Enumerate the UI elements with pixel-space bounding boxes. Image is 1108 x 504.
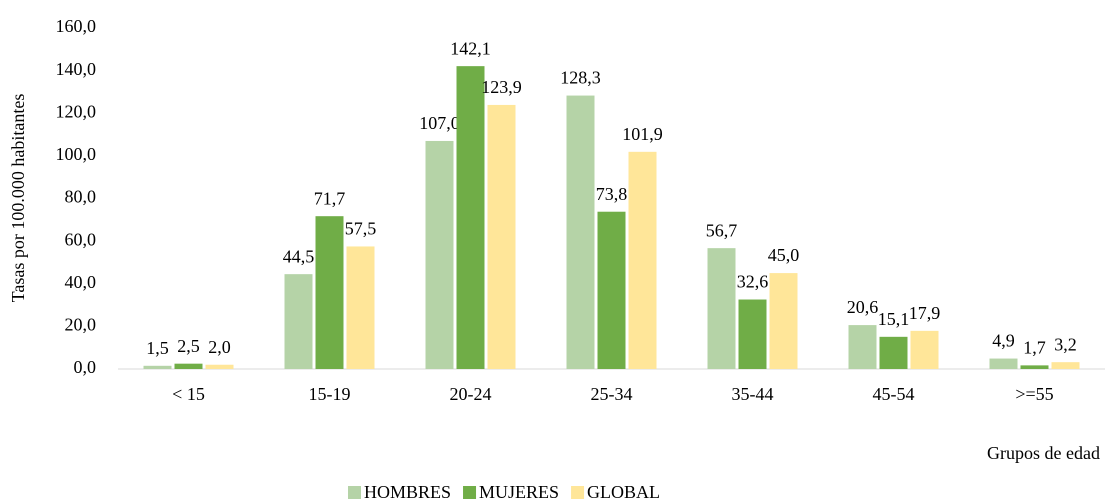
data-label: 4,9 (992, 331, 1015, 351)
bar (346, 246, 375, 369)
bar (707, 248, 736, 369)
x-tick-label: 20-24 (450, 384, 492, 404)
bar (879, 336, 908, 369)
bar (315, 216, 344, 369)
bar (1020, 365, 1049, 369)
y-axis-title: Tasas por 100.000 habitantes (8, 94, 28, 303)
data-label: 57,5 (345, 219, 377, 239)
y-tick-label: 20,0 (65, 315, 97, 335)
y-tick-label: 80,0 (65, 187, 97, 207)
bar (848, 325, 877, 369)
legend-label: GLOBAL (587, 482, 660, 502)
data-label: 20,6 (847, 297, 879, 317)
bar (487, 104, 516, 370)
bar (1051, 362, 1080, 369)
bar (456, 66, 485, 369)
data-label: 2,5 (177, 336, 200, 356)
y-tick-label: 60,0 (65, 229, 97, 249)
y-tick-label: 40,0 (65, 272, 97, 292)
bar (989, 358, 1018, 369)
data-label: 128,3 (560, 68, 601, 88)
data-label: 32,6 (737, 272, 769, 292)
legend-swatch (348, 486, 361, 499)
bar (143, 365, 172, 369)
data-label: 73,8 (596, 184, 628, 204)
data-label: 15,1 (878, 309, 910, 329)
y-tick-label: 0,0 (74, 357, 97, 377)
x-tick-label: < 15 (172, 384, 205, 404)
legend-label: HOMBRES (364, 482, 451, 502)
data-label: 71,7 (314, 188, 346, 208)
bar (174, 363, 203, 369)
bar (738, 299, 767, 369)
x-tick-label: 25-34 (591, 384, 633, 404)
data-label: 142,1 (450, 38, 491, 58)
bar (597, 211, 626, 369)
bar (769, 273, 798, 369)
y-tick-label: 160,0 (56, 16, 97, 36)
x-tick-label: 35-44 (732, 384, 774, 404)
data-label: 123,9 (481, 77, 522, 97)
x-tick-label: >=55 (1015, 384, 1053, 404)
data-label: 17,9 (909, 303, 941, 323)
legend-swatch (571, 486, 585, 499)
data-label: 1,7 (1023, 338, 1046, 358)
data-label: 2,0 (208, 337, 231, 357)
data-label: 45,0 (768, 245, 800, 265)
x-tick-label: 15-19 (309, 384, 351, 404)
data-label: 107,0 (419, 113, 460, 133)
bar (910, 330, 939, 369)
data-label: 3,2 (1054, 334, 1077, 354)
legend-swatch (463, 486, 477, 499)
bar (425, 140, 454, 369)
bar (205, 364, 234, 369)
x-tick-label: 45-54 (873, 384, 915, 404)
bar (628, 151, 657, 369)
bar (566, 95, 595, 370)
y-tick-label: 140,0 (56, 59, 97, 79)
x-axis-title: Grupos de edad (987, 443, 1100, 463)
data-label: 101,9 (622, 124, 663, 144)
legend-label: MUJERES (479, 482, 559, 502)
y-tick-label: 100,0 (56, 144, 97, 164)
data-label: 1,5 (146, 338, 169, 358)
bar (284, 274, 313, 369)
y-tick-label: 120,0 (56, 101, 97, 121)
data-label: 44,5 (283, 246, 315, 266)
data-label: 56,7 (706, 220, 738, 240)
